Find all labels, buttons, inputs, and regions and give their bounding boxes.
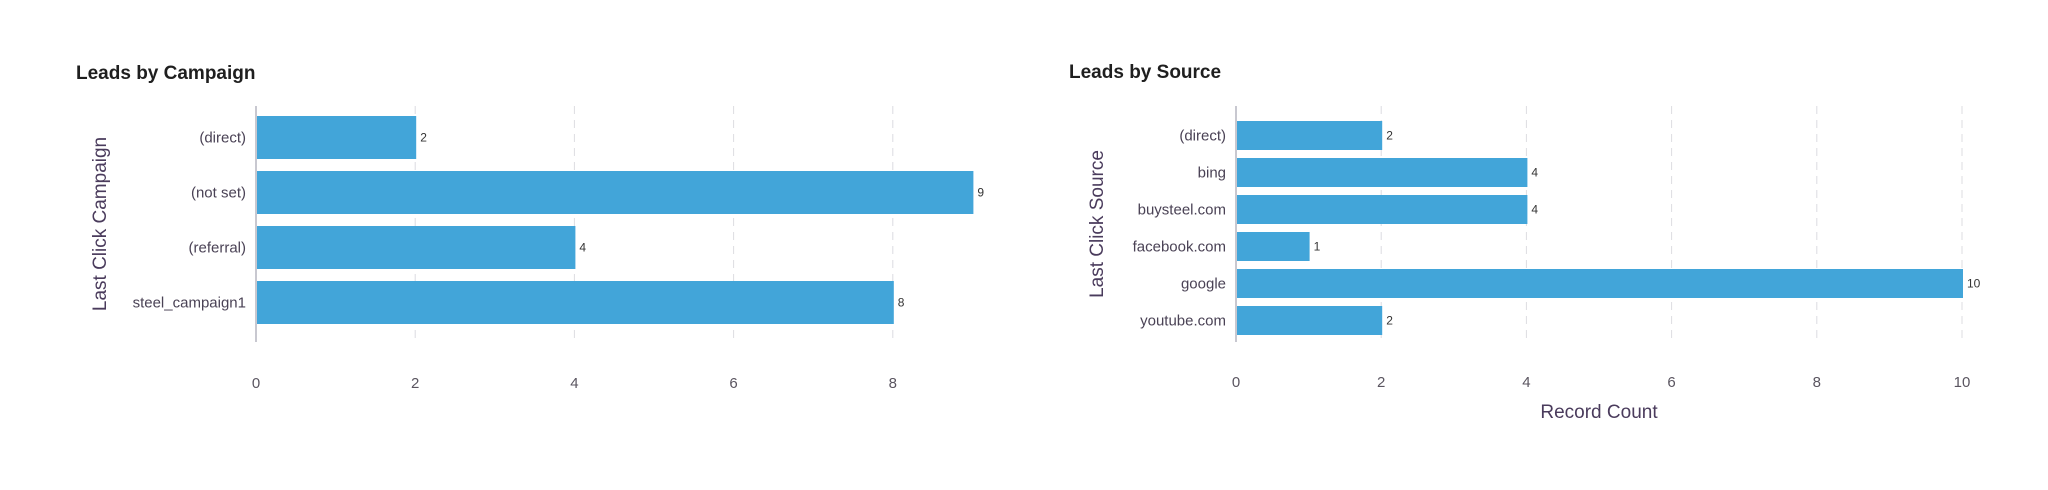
category-label: facebook.com <box>1133 239 1226 256</box>
chart-title: Leads by Source <box>1069 62 1222 83</box>
x-tick-label: 2 <box>411 375 419 392</box>
value-label: 8 <box>898 296 905 310</box>
bar[interactable] <box>257 281 894 324</box>
bar[interactable] <box>257 116 417 159</box>
value-label: 1 <box>1314 240 1321 254</box>
value-label: 4 <box>1531 203 1538 217</box>
value-label: 2 <box>1386 314 1393 328</box>
bar[interactable] <box>257 226 576 269</box>
chart-0-marks: (direct) 2 (not set) 9 (referral) 4 steel_camp… <box>90 106 984 392</box>
y-axis-title: Last Click Source <box>1087 150 1108 298</box>
category-label: google <box>1181 276 1226 293</box>
bar[interactable] <box>1237 158 1528 187</box>
x-tick-label: 6 <box>1667 374 1675 391</box>
category-label: steel_campaign1 <box>133 295 246 312</box>
bar[interactable] <box>1237 195 1528 224</box>
x-tick-label: 0 <box>1232 374 1240 391</box>
x-tick-label: 2 <box>1377 374 1385 391</box>
y-axis-title: Last Click Campaign <box>90 137 111 311</box>
category-label: buysteel.com <box>1138 202 1226 219</box>
category-label: bing <box>1198 165 1226 182</box>
value-label: 2 <box>420 131 427 145</box>
x-tick-label: 0 <box>252 375 260 392</box>
bar[interactable] <box>1237 269 1963 298</box>
bar[interactable] <box>1237 232 1310 261</box>
bar[interactable] <box>257 171 974 214</box>
x-tick-label: 8 <box>1813 374 1821 391</box>
chart-title: Leads by Campaign <box>76 63 256 84</box>
category-label: (direct) <box>199 130 246 147</box>
bar[interactable] <box>1237 306 1383 335</box>
x-tick-label: 4 <box>570 375 578 392</box>
value-label: 4 <box>579 241 586 255</box>
x-tick-label: 10 <box>1954 374 1971 391</box>
chart-1-marks: (direct) 2 bing 4 buysteel.com 4 facebook.com 1… <box>1087 106 1981 423</box>
bar[interactable] <box>1237 121 1383 150</box>
value-label: 9 <box>977 186 984 200</box>
category-label: (not set) <box>191 185 246 202</box>
x-tick-label: 4 <box>1522 374 1530 391</box>
category-label: (referral) <box>188 240 246 257</box>
value-label: 4 <box>1531 166 1538 180</box>
category-label: youtube.com <box>1140 313 1226 330</box>
value-label: 10 <box>1967 277 1981 291</box>
x-tick-label: 6 <box>729 375 737 392</box>
x-tick-label: 8 <box>889 375 897 392</box>
category-label: (direct) <box>1179 128 1226 145</box>
value-label: 2 <box>1386 129 1393 143</box>
x-axis-title: Record Count <box>1540 402 1658 423</box>
